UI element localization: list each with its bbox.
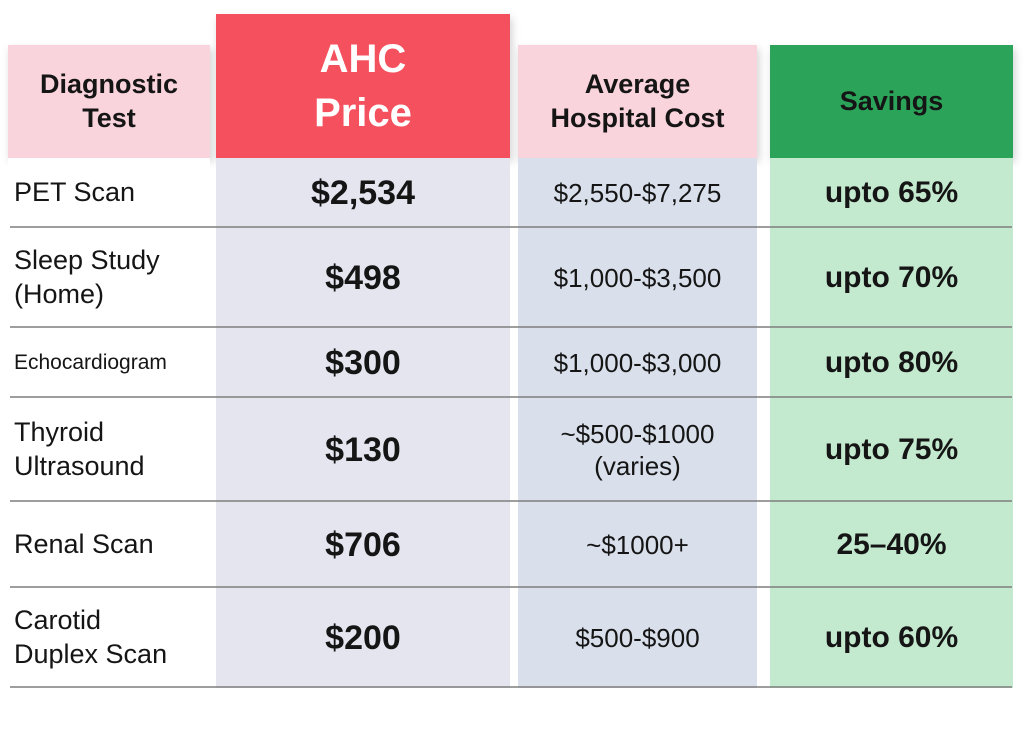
cell-hospital-cost: $1,000-$3,500: [518, 228, 757, 328]
cell-ahc-price: $300: [216, 328, 510, 398]
cell-savings: upto 70%: [770, 228, 1013, 328]
cell-test-name: Sleep Study (Home): [8, 228, 210, 328]
table-row: Thyroid Ultrasound $130 ~$500-$1000 (var…: [0, 398, 1024, 502]
header-savings: Savings: [770, 45, 1013, 158]
header-average-hospital-cost: Average Hospital Cost: [518, 45, 757, 158]
cell-test-name: Carotid Duplex Scan: [8, 588, 210, 688]
cell-ahc-price: $498: [216, 228, 510, 328]
table-row: PET Scan $2,534 $2,550-$7,275 upto 65%: [0, 158, 1024, 228]
header-diagnostic-test: Diagnostic Test: [8, 45, 210, 158]
cell-savings: upto 65%: [770, 158, 1013, 228]
cell-ahc-price: $200: [216, 588, 510, 688]
cell-test-name: Echocardiogram: [8, 328, 210, 398]
cell-hospital-cost: $2,550-$7,275: [518, 158, 757, 228]
table-row: Sleep Study (Home) $498 $1,000-$3,500 up…: [0, 228, 1024, 328]
table-body: PET Scan $2,534 $2,550-$7,275 upto 65% S…: [0, 158, 1024, 688]
cell-ahc-price: $130: [216, 398, 510, 502]
cell-savings: 25–40%: [770, 502, 1013, 588]
cell-ahc-price: $706: [216, 502, 510, 588]
cell-test-name: Thyroid Ultrasound: [8, 398, 210, 502]
cell-hospital-cost: ~$500-$1000 (varies): [518, 398, 757, 502]
table-row: Renal Scan $706 ~$1000+ 25–40%: [0, 502, 1024, 588]
cell-test-name: Renal Scan: [8, 502, 210, 588]
cell-hospital-cost: ~$1000+: [518, 502, 757, 588]
table-row: Echocardiogram $300 $1,000-$3,000 upto 8…: [0, 328, 1024, 398]
cell-savings: upto 80%: [770, 328, 1013, 398]
cell-ahc-price: $2,534: [216, 158, 510, 228]
cell-hospital-cost: $1,000-$3,000: [518, 328, 757, 398]
cell-hospital-cost: $500-$900: [518, 588, 757, 688]
cell-test-name: PET Scan: [8, 158, 210, 228]
cell-savings: upto 75%: [770, 398, 1013, 502]
table-row: Carotid Duplex Scan $200 $500-$900 upto …: [0, 588, 1024, 688]
cell-savings: upto 60%: [770, 588, 1013, 688]
header-ahc-price: AHC Price: [216, 14, 510, 158]
